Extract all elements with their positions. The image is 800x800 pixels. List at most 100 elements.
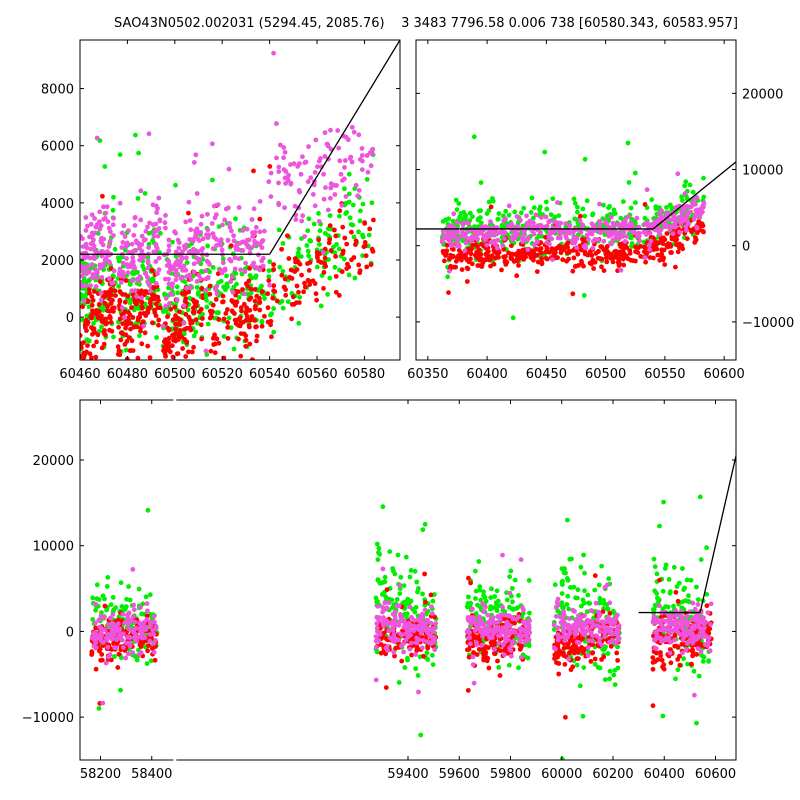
green-point [100, 307, 106, 313]
magenta-point [198, 276, 204, 282]
magenta-point [501, 218, 506, 224]
magenta-point [303, 159, 309, 165]
red-point [301, 289, 306, 295]
magenta-point [608, 621, 613, 626]
green-point [697, 494, 703, 500]
magenta-point [508, 648, 514, 653]
green-point [458, 211, 464, 216]
magenta-point [283, 169, 289, 174]
green-point [489, 586, 494, 592]
magenta-point [104, 631, 110, 637]
magenta-point [375, 603, 381, 609]
magenta-point [407, 646, 413, 652]
green-point [221, 284, 227, 290]
green-point [110, 207, 116, 213]
magenta-point [576, 640, 582, 646]
red-point [89, 315, 95, 321]
green-point [144, 661, 150, 666]
magenta-point [463, 240, 469, 246]
green-point [405, 596, 411, 602]
magenta-point [137, 243, 142, 249]
magenta-point [498, 617, 503, 622]
green-point [680, 566, 685, 571]
magenta-point [588, 630, 594, 636]
red-point [186, 210, 191, 216]
red-point [254, 293, 260, 299]
green-point [660, 713, 666, 719]
red-point [601, 268, 607, 273]
magenta-point [89, 212, 95, 218]
green-point [124, 596, 129, 602]
red-point [163, 337, 168, 342]
green-point [105, 575, 111, 580]
green-point [507, 574, 512, 580]
red-point [182, 336, 188, 342]
red-point [693, 237, 699, 243]
magenta-point [387, 635, 393, 641]
magenta-point [129, 278, 135, 284]
magenta-point [684, 212, 690, 218]
green-point [666, 577, 672, 582]
red-point [139, 299, 145, 305]
green-point [468, 600, 474, 606]
red-point [252, 287, 258, 292]
red-point [129, 305, 134, 311]
red-point [91, 327, 96, 333]
green-point [572, 200, 578, 206]
green-point [418, 732, 424, 738]
magenta-point [373, 638, 379, 644]
magenta-point [621, 222, 627, 227]
green-point [305, 228, 311, 234]
magenta-point [431, 625, 437, 631]
red-point [485, 249, 491, 255]
y-tick-label: −10000 [742, 316, 794, 331]
magenta-point [560, 618, 566, 624]
magenta-point [596, 219, 602, 224]
red-point [607, 611, 613, 616]
magenta-point [132, 247, 138, 253]
green-point [210, 177, 215, 183]
red-point [555, 654, 560, 660]
green-point [473, 596, 478, 601]
red-point [139, 288, 145, 294]
red-point [129, 338, 135, 344]
magenta-point [156, 267, 162, 273]
magenta-point [181, 320, 187, 326]
magenta-point [262, 228, 267, 234]
magenta-point [93, 284, 99, 289]
magenta-point [203, 348, 209, 354]
red-point [289, 302, 295, 307]
magenta-point [80, 251, 86, 256]
magenta-point [138, 604, 143, 610]
magenta-point [553, 605, 559, 610]
magenta-point [233, 247, 239, 253]
magenta-point [150, 222, 156, 228]
magenta-point [390, 611, 396, 617]
magenta-point [332, 192, 338, 197]
magenta-point [145, 279, 151, 285]
green-point [612, 211, 618, 216]
red-point [468, 580, 473, 586]
magenta-point [242, 291, 248, 297]
magenta-point [588, 608, 594, 614]
green-point [389, 597, 395, 603]
green-point [552, 582, 558, 588]
red-point [220, 299, 225, 305]
red-point [675, 249, 681, 255]
red-point [627, 248, 633, 254]
magenta-point [572, 240, 577, 245]
magenta-point [377, 632, 383, 637]
green-point [510, 315, 516, 321]
red-point [633, 244, 638, 250]
magenta-point [152, 619, 157, 625]
green-point [476, 216, 481, 222]
magenta-point [183, 219, 189, 225]
green-point [512, 577, 518, 583]
green-point [347, 215, 353, 221]
red-point [208, 348, 214, 354]
red-point [166, 340, 172, 345]
red-point [484, 253, 490, 258]
magenta-point [491, 620, 497, 626]
green-point [578, 564, 584, 570]
magenta-point [373, 634, 379, 639]
